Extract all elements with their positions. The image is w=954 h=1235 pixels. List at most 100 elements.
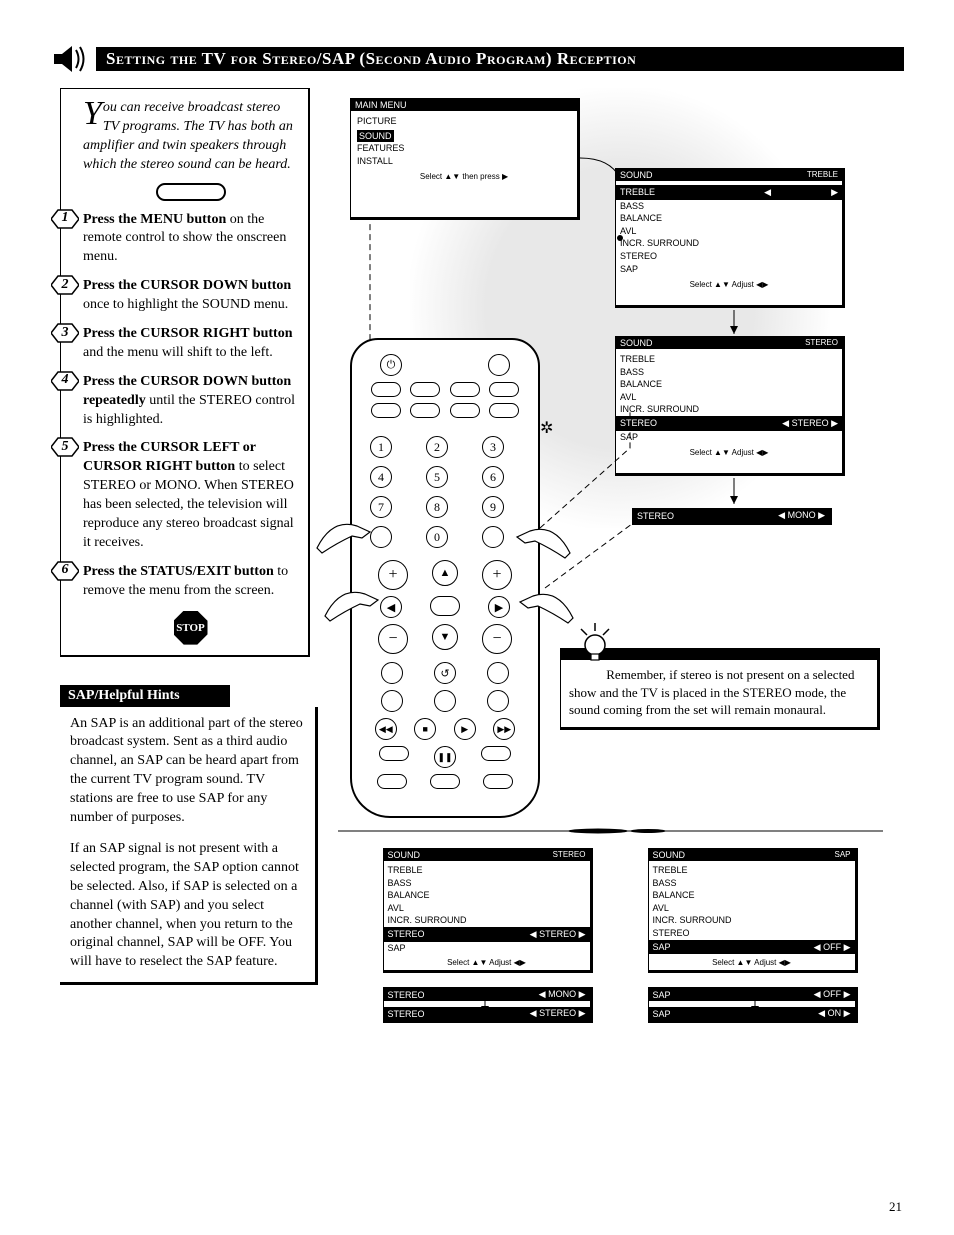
menu-header: SOUND: [620, 170, 653, 180]
remote-rewind-icon: ◀◀: [375, 718, 397, 740]
sap-heading: SAP/Helpful Hints: [60, 685, 230, 707]
remote-button: [371, 382, 401, 397]
menu-row-selected: SAP◀ ON ▶: [649, 1007, 855, 1020]
sap-paragraph-1: An SAP is an additional part of the ster…: [70, 715, 305, 828]
menu-row-selected: TREBLE◀ ▶: [616, 185, 842, 200]
remote-button: [410, 403, 440, 418]
remote-control: ⏻ 1 2 3 4 5 6 7 8 9 0: [350, 338, 540, 818]
step-number-badge: 5: [51, 437, 79, 457]
menu-row-selected: STEREO◀ STEREO ▶: [616, 416, 842, 431]
tip-text: Remember, if stereo is not present on a …: [569, 667, 854, 717]
step-number-badge: 2: [51, 275, 79, 295]
menu-row: INCR. SURROUND: [616, 403, 842, 416]
menu-row: AVL: [384, 902, 590, 915]
stop-sign-wrap: STOP: [83, 611, 298, 645]
menu-row: AVL: [616, 225, 842, 238]
remote-ch-up-icon: +: [482, 560, 512, 590]
bottom-screens-group: SOUND STEREO TREBLE BASS BALANCE AVL INCR…: [355, 848, 885, 1037]
menu-row: STEREO: [649, 927, 855, 940]
remote-vol-down-icon: −: [378, 624, 408, 654]
step-bold: Press the STATUS/EXIT button: [83, 564, 277, 579]
remote-button: [410, 382, 440, 397]
step-text: once to highlight the SOUND menu.: [83, 297, 288, 312]
intro-text: Y ou can receive broadcast stereo TV pro…: [83, 99, 298, 175]
remote-num-3: 3: [482, 436, 504, 458]
remote-button: [377, 774, 407, 789]
receiver-icon: [156, 183, 226, 201]
menu-row: SAP: [616, 263, 842, 276]
menu-header: SOUND: [620, 338, 653, 348]
remote-num-5: 5: [426, 466, 448, 488]
menu-body: TREBLE BASS BALANCE AVL INCR. SURROUND S…: [384, 861, 590, 957]
remote-button: [371, 403, 401, 418]
remote-pause-icon: ❚❚: [434, 746, 456, 768]
remote-power-icon: ⏻: [380, 354, 402, 376]
remote-num-1: 1: [370, 436, 392, 458]
remote-stop-icon: ■: [414, 718, 436, 740]
step-number-badge: 1: [51, 209, 79, 229]
menu-subheader: STEREO: [553, 850, 586, 860]
divider-line: [338, 828, 883, 834]
dropcap: Y: [83, 99, 103, 127]
bottom-bar-left: STEREO◀ MONO ▶ STEREO◀ STEREO ▶: [383, 987, 593, 1023]
step-number-badge: 6: [51, 561, 79, 581]
step-bold: Press the CURSOR LEFT or CURSOR RIGHT bu…: [83, 440, 256, 474]
remote-ch-down-icon: −: [482, 624, 512, 654]
menu-row: BALANCE: [616, 212, 842, 225]
remote-button: [489, 382, 519, 397]
remote-num-6: 6: [482, 466, 504, 488]
menu-body: TREBLE◀ ▶ BASS BALANCE AVL INCR. SURROUN…: [616, 181, 842, 279]
menu-row: AVL: [616, 391, 842, 404]
step-bold: Press the MENU button: [83, 212, 230, 227]
remote-button: [487, 662, 509, 684]
remote-button: [481, 746, 511, 761]
sap-box: An SAP is an additional part of the ster…: [60, 707, 318, 986]
remote-button: [430, 774, 460, 789]
menu-body: TREBLE BASS BALANCE AVL INCR. SURROUND S…: [616, 349, 842, 447]
remote-button: [381, 690, 403, 712]
remote-num-2: 2: [426, 436, 448, 458]
menu-header: SOUND: [653, 850, 686, 860]
step-text: and the menu will shift to the left.: [83, 345, 273, 360]
remote-button: [483, 774, 513, 789]
step-3: 3 Press the CURSOR RIGHT button and the …: [83, 325, 298, 363]
snowflake-icon: ✲: [540, 418, 553, 438]
menu-body: PICTURE SOUND FEATURES INSTALL: [351, 111, 577, 171]
menu-header: MAIN MENU: [355, 100, 407, 110]
menu-footer: Select ▲▼ Adjust ◀▶: [649, 957, 855, 970]
remote-cursor-right-icon: ▶: [488, 596, 510, 618]
speaker-icon: [50, 40, 92, 78]
step-1: 1 Press the MENU button on the remote co…: [83, 211, 298, 268]
page: Setting the TV for Stereo/SAP (Second Au…: [0, 0, 954, 1235]
step-number-badge: 4: [51, 371, 79, 391]
remote-button: ↺: [434, 662, 456, 684]
left-column: Y ou can receive broadcast stereo TV pro…: [50, 88, 310, 985]
menu-row: TREBLE: [649, 864, 855, 877]
remote-cursor-left-icon: ◀: [380, 596, 402, 618]
menu-row: TREBLE: [384, 864, 590, 877]
screen-main-menu: MAIN MENU PICTURE SOUND FEATURES INSTALL…: [350, 98, 580, 220]
menu-row: BASS: [616, 366, 842, 379]
menu-row: INCR. SURROUND: [384, 914, 590, 927]
menu-row-selected: SAP◀ OFF ▶: [649, 940, 855, 955]
remote-num-0: 0: [426, 526, 448, 548]
remote-button: [370, 526, 392, 548]
remote-button: [381, 662, 403, 684]
menu-row: BASS: [649, 877, 855, 890]
remote-button: [379, 746, 409, 761]
steps-box: Y ou can receive broadcast stereo TV pro…: [60, 88, 310, 657]
menu-row: BALANCE: [649, 889, 855, 902]
menu-row: STEREO: [616, 250, 842, 263]
remote-button: [450, 382, 480, 397]
remote-vol-up-icon: +: [378, 560, 408, 590]
menu-row-selected: STEREO ◀ MONO ▶: [633, 509, 829, 522]
remote-ffwd-icon: ▶▶: [493, 718, 515, 740]
step-bold: Press the CURSOR RIGHT button: [83, 326, 293, 341]
menu-footer: Select ▲▼ then press ▶: [351, 171, 577, 184]
menu-row: BASS: [616, 200, 842, 213]
menu-footer: Select ▲▼ Adjust ◀▶: [616, 447, 842, 460]
step-number-badge: 3: [51, 323, 79, 343]
menu-subheader: SAP: [834, 850, 850, 860]
menu-row: BASS: [384, 877, 590, 890]
menu-item: PICTURE: [357, 115, 571, 128]
